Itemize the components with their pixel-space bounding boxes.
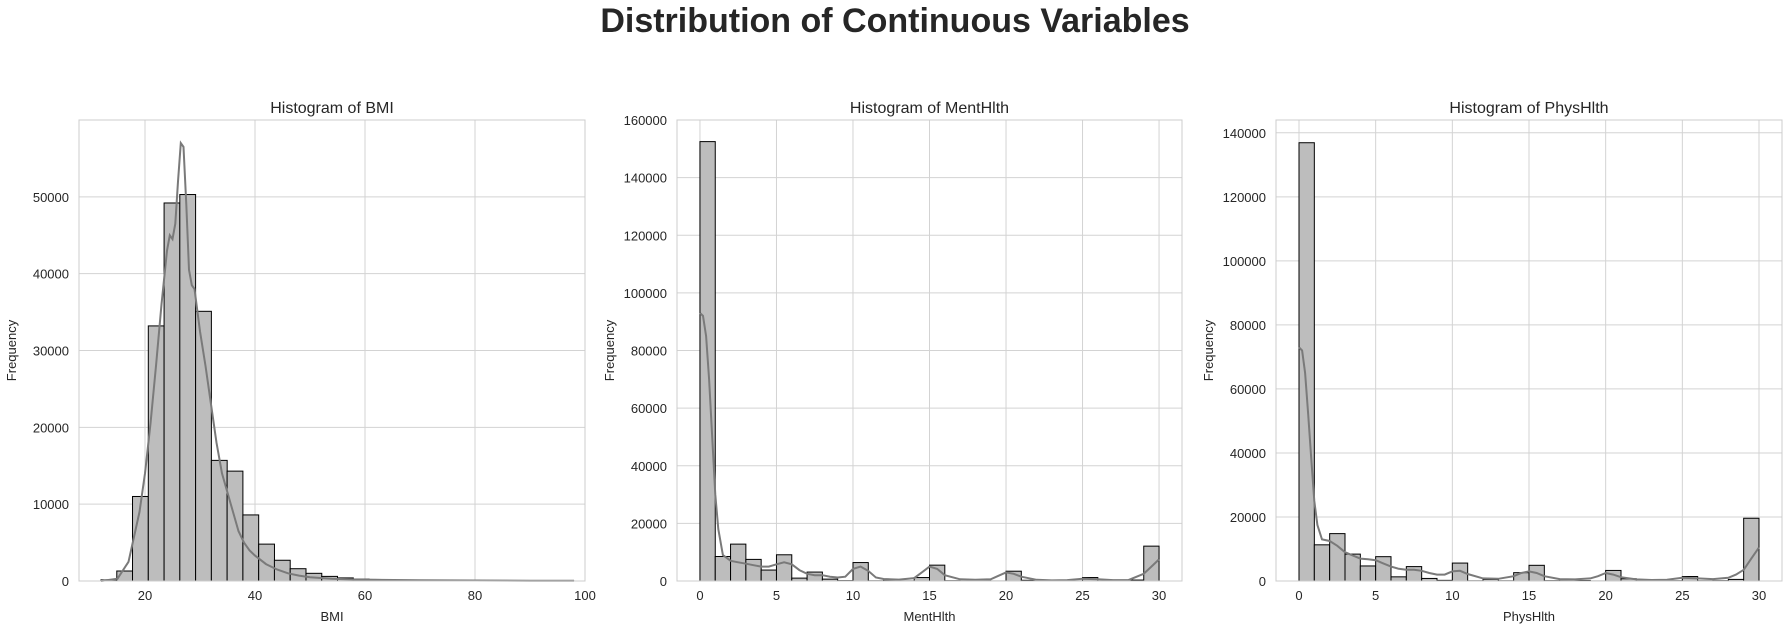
x-tick-label: 20 — [138, 588, 152, 603]
y-axis-label: Frequency — [1201, 319, 1216, 381]
y-tick-label: 0 — [1259, 574, 1266, 589]
y-tick-label: 60000 — [1230, 382, 1266, 397]
y-tick-label: 20000 — [33, 420, 69, 435]
histogram-bar — [1390, 576, 1407, 582]
y-axis-label: Frequency — [4, 319, 19, 381]
x-tick-label: 25 — [1675, 588, 1689, 603]
kde-line — [699, 312, 1160, 582]
y-axis-label: Frequency — [602, 319, 617, 381]
histogram-bar — [913, 577, 930, 582]
y-tick-label: 20000 — [631, 516, 667, 531]
histogram-bar — [1313, 544, 1331, 582]
x-tick-label: 100 — [574, 588, 596, 603]
histogram-bar — [210, 459, 228, 582]
y-tick-label: 0 — [62, 574, 69, 589]
axes-frame — [1275, 119, 1783, 582]
y-tick-label: 80000 — [631, 344, 667, 359]
y-tick-label: 140000 — [1223, 126, 1266, 141]
y-tick-label: 30000 — [33, 344, 69, 359]
histogram-bar — [258, 543, 275, 582]
x-tick-label: 20 — [999, 588, 1013, 603]
x-tick-label: 5 — [773, 588, 780, 603]
x-tick-label: 0 — [1295, 588, 1302, 603]
y-tick-label: 100000 — [624, 286, 667, 301]
histogram-bar — [775, 554, 793, 582]
y-tick-label: 20000 — [1230, 510, 1266, 525]
histogram-bar — [745, 558, 762, 582]
histogram-bar — [1143, 545, 1160, 582]
y-tick-label: 60000 — [631, 401, 667, 416]
y-tick-label: 0 — [660, 574, 667, 589]
y-tick-label: 120000 — [624, 228, 667, 243]
axes-frame — [676, 119, 1183, 582]
histogram-bar — [242, 514, 260, 582]
y-tick-label: 160000 — [624, 113, 667, 128]
subplot-menthlth: 0 5 10 15 20 25 30 0 20000 40000 60000 80000 100000 1… — [602, 100, 1183, 624]
y-tick-label: 50000 — [33, 190, 69, 205]
histogram-bar — [1405, 566, 1423, 582]
y-tick-label: 40000 — [33, 267, 69, 282]
y-tick-label: 120000 — [1223, 190, 1266, 205]
x-tick-label: 15 — [922, 588, 936, 603]
y-tick-label: 140000 — [624, 171, 667, 186]
subplot-bmi: 20 40 60 80 100 0 10000 20000 30000 40000 50000 BMI… — [4, 100, 596, 624]
figure-title: Distribution of Continuous Variables — [600, 2, 1190, 40]
x-axis-label: BMI — [320, 609, 343, 624]
x-tick-label: 20 — [1598, 588, 1612, 603]
subplot-physhlth: 0 5 10 15 20 25 30 0 20000 40000 60000 80000 100000 1… — [1201, 100, 1783, 624]
y-tick-label: 10000 — [33, 497, 69, 512]
axes-frame — [78, 119, 586, 582]
x-tick-label: 40 — [248, 588, 262, 603]
y-tick-label: 100000 — [1223, 254, 1266, 269]
x-axis-label: PhysHlth — [1503, 609, 1555, 624]
x-tick-label: 25 — [1075, 588, 1089, 603]
subplot-title-physhlth: Histogram of PhysHlth — [1449, 100, 1608, 117]
histogram-bar — [1298, 142, 1315, 582]
kde-line — [1298, 346, 1760, 582]
histogram-bar — [1359, 565, 1377, 582]
y-tick-label: 40000 — [1230, 446, 1266, 461]
subplot-title-bmi: Histogram of BMI — [270, 100, 394, 117]
x-tick-label: 10 — [1445, 588, 1459, 603]
x-tick-label: 15 — [1522, 588, 1536, 603]
x-tick-label: 30 — [1152, 588, 1166, 603]
histogram-bar — [760, 569, 777, 582]
x-axis-label: MentHlth — [903, 609, 955, 624]
histogram-bar — [226, 470, 244, 582]
subplot-title-menthlth: Histogram of MentHlth — [850, 100, 1009, 117]
kde-line — [100, 140, 575, 582]
y-tick-label: 40000 — [631, 459, 667, 474]
histogram-bar — [1329, 533, 1346, 582]
x-tick-label: 80 — [468, 588, 482, 603]
x-tick-label: 0 — [696, 588, 703, 603]
x-tick-label: 60 — [358, 588, 372, 603]
histogram-bar — [852, 562, 869, 582]
x-tick-label: 10 — [846, 588, 860, 603]
x-tick-label: 30 — [1752, 588, 1766, 603]
y-tick-label: 80000 — [1230, 318, 1266, 333]
x-tick-label: 5 — [1372, 588, 1379, 603]
